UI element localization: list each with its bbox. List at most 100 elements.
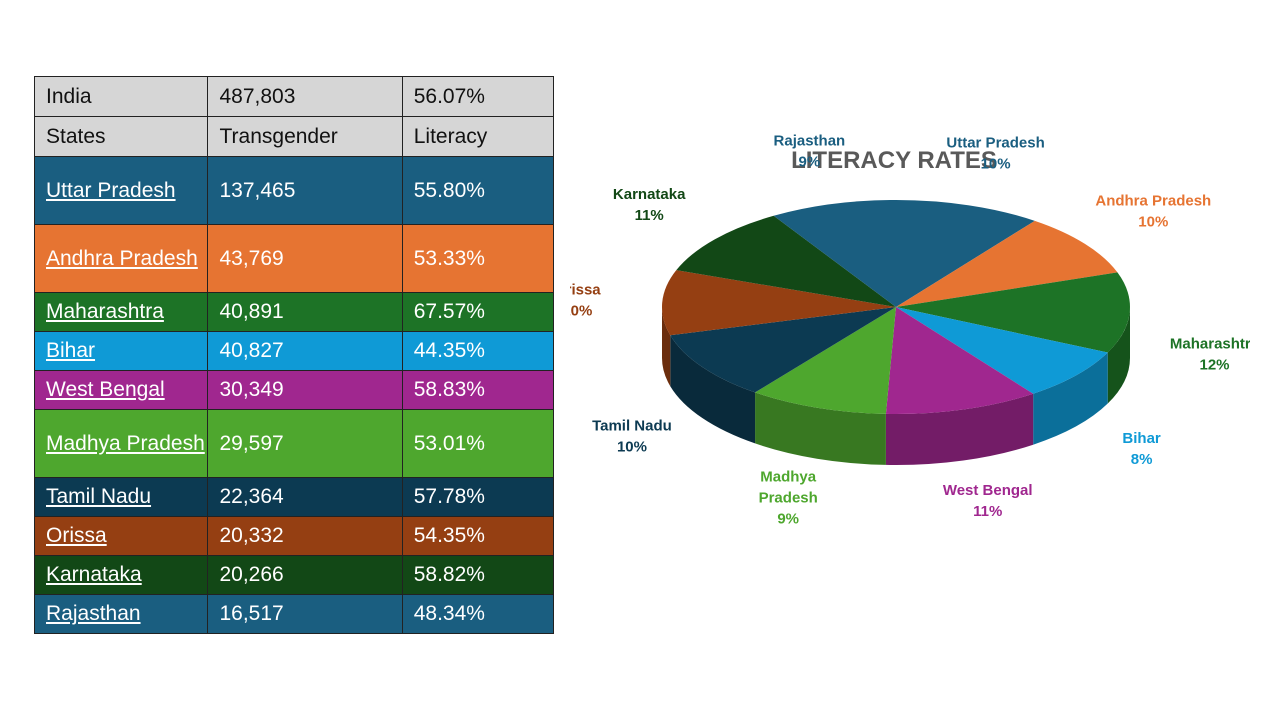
state-cell: Bihar bbox=[33, 331, 209, 371]
literacy-cell: 55.80% bbox=[401, 156, 555, 225]
data-label-percent: 10% bbox=[617, 439, 647, 456]
data-label-category: Madhya bbox=[760, 469, 817, 486]
data-label-percent: 11% bbox=[973, 503, 1002, 520]
pie-side-group bbox=[662, 307, 1130, 465]
table-row: Andhra Pradesh 43,769 53.33% bbox=[33, 224, 555, 293]
pie-side-bihar bbox=[1033, 352, 1108, 445]
pie-slice-karnataka bbox=[676, 215, 896, 307]
state-cell: States bbox=[33, 116, 209, 157]
literacy-cell: 53.33% bbox=[401, 224, 555, 293]
literacy-table: India 487,803 56.07% States Transgender Liter… bbox=[33, 76, 555, 634]
state-link[interactable]: Bihar bbox=[46, 339, 96, 362]
pie-labels-group: Uttar Pradesh 10% Andhra Pradesh 10% Maharas… bbox=[570, 133, 1250, 528]
transgender-cell: Transgender bbox=[207, 116, 403, 157]
pie-slice-tamil-nadu bbox=[670, 307, 896, 393]
data-label-percent: 9% bbox=[777, 511, 799, 528]
state-link[interactable]: Rajasthan bbox=[46, 602, 141, 625]
data-label-percent: 10% bbox=[981, 156, 1011, 173]
pie-side-orissa bbox=[662, 307, 671, 387]
literacy-cell: Literacy bbox=[401, 116, 555, 157]
state-cell: Tamil Nadu bbox=[33, 477, 209, 517]
pie-slice-bihar bbox=[896, 307, 1108, 394]
pie-side-maharashtra bbox=[1107, 307, 1130, 404]
state-cell: West Bengal bbox=[33, 370, 209, 410]
state-cell: India bbox=[33, 76, 209, 117]
table-row: West Bengal 30,349 58.83% bbox=[33, 370, 555, 410]
pie-slice-andhra-pradesh bbox=[896, 220, 1118, 307]
data-label-percent: 9% bbox=[799, 154, 821, 171]
state-link[interactable]: West Bengal bbox=[46, 378, 165, 401]
table-header-row: States Transgender Literacy bbox=[33, 116, 555, 157]
table-row: Maharashtra 40,891 67.57% bbox=[33, 292, 555, 332]
data-label-percent: 8% bbox=[1131, 451, 1153, 468]
pie-side-west-bengal bbox=[885, 393, 1034, 465]
literacy-cell: 53.01% bbox=[401, 409, 555, 478]
data-label-category: Pradesh bbox=[759, 490, 818, 507]
data-label-category: Tamil Nadu bbox=[592, 418, 672, 435]
state-link[interactable]: Orissa bbox=[46, 524, 107, 547]
state-cell: Maharashtra bbox=[33, 292, 209, 332]
state-link[interactable]: Madhya Pradesh bbox=[46, 431, 205, 455]
state-link[interactable]: Tamil Nadu bbox=[46, 485, 152, 508]
state-link[interactable]: Uttar Pradesh bbox=[46, 178, 176, 202]
transgender-cell: 29,597 bbox=[207, 409, 403, 478]
data-label-category: Karnataka bbox=[613, 186, 686, 203]
state-cell: Uttar Pradesh bbox=[33, 156, 209, 225]
state-link[interactable]: Andhra Pradesh bbox=[46, 246, 198, 270]
state-link[interactable]: Maharashtra bbox=[46, 300, 164, 323]
data-label-category: Rajasthan bbox=[774, 133, 846, 150]
pie-slice-rajasthan bbox=[773, 200, 896, 307]
transgender-cell: 137,465 bbox=[207, 156, 403, 225]
table-row: Uttar Pradesh 137,465 55.80% bbox=[33, 156, 555, 225]
literacy-cell: 48.34% bbox=[401, 594, 555, 634]
pie-slice-maharashtra bbox=[896, 272, 1130, 353]
data-label-percent: 12% bbox=[1199, 357, 1229, 374]
table-row: Rajasthan 16,517 48.34% bbox=[33, 594, 555, 634]
pie-slice-uttar-pradesh bbox=[896, 200, 1035, 307]
pie-side-tamil-nadu bbox=[670, 335, 756, 444]
literacy-cell: 44.35% bbox=[401, 331, 555, 371]
pie-top-group bbox=[662, 200, 1130, 415]
literacy-cell: 56.07% bbox=[401, 76, 555, 117]
data-label-category: Maharashtra bbox=[1170, 336, 1250, 353]
state-link[interactable]: Karnataka bbox=[46, 563, 142, 586]
state-cell: Karnataka bbox=[33, 555, 209, 595]
data-label-percent: 10% bbox=[1138, 214, 1168, 231]
table-row: Orissa 20,332 54.35% bbox=[33, 516, 555, 556]
transgender-cell: 43,769 bbox=[207, 224, 403, 293]
pie-side-madhya-pradesh bbox=[755, 392, 886, 465]
table-row: Tamil Nadu 22,364 57.78% bbox=[33, 477, 555, 517]
data-label-category: Bihar bbox=[1122, 430, 1161, 447]
literacy-cell: 58.83% bbox=[401, 370, 555, 410]
literacy-cell: 67.57% bbox=[401, 292, 555, 332]
pie-slice-west-bengal bbox=[885, 307, 1034, 415]
literacy-cell: 57.78% bbox=[401, 477, 555, 517]
pie-slice-madhya-pradesh bbox=[755, 307, 896, 414]
state-cell: Madhya Pradesh bbox=[33, 409, 209, 478]
pie-slice-orissa bbox=[662, 270, 896, 336]
literacy-cell: 58.82% bbox=[401, 555, 555, 595]
table-body: India 487,803 56.07% States Transgender Liter… bbox=[33, 76, 555, 634]
transgender-cell: 487,803 bbox=[207, 76, 403, 117]
data-label-category: Orissa bbox=[570, 282, 601, 299]
table-row: Madhya Pradesh 29,597 53.01% bbox=[33, 409, 555, 478]
data-label-category: Andhra Pradesh bbox=[1095, 193, 1211, 210]
data-label-percent: 10% bbox=[570, 303, 592, 320]
literacy-pie-chart: LITERACY RATES Uttar Pradesh 10% Andhra Pr… bbox=[570, 133, 1250, 528]
transgender-cell: 40,827 bbox=[207, 331, 403, 371]
state-cell: Orissa bbox=[33, 516, 209, 556]
data-label-percent: 11% bbox=[635, 207, 664, 224]
table-row: Karnataka 20,266 58.82% bbox=[33, 555, 555, 595]
state-cell: Andhra Pradesh bbox=[33, 224, 209, 293]
literacy-cell: 54.35% bbox=[401, 516, 555, 556]
data-label-category: West Bengal bbox=[943, 482, 1033, 499]
state-cell: Rajasthan bbox=[33, 594, 209, 634]
transgender-cell: 20,332 bbox=[207, 516, 403, 556]
data-label-category: Uttar Pradesh bbox=[946, 135, 1044, 152]
transgender-cell: 30,349 bbox=[207, 370, 403, 410]
transgender-cell: 22,364 bbox=[207, 477, 403, 517]
transgender-cell: 20,266 bbox=[207, 555, 403, 595]
chart-title: LITERACY RATES bbox=[791, 147, 997, 174]
transgender-cell: 40,891 bbox=[207, 292, 403, 332]
table-row: Bihar 40,827 44.35% bbox=[33, 331, 555, 371]
